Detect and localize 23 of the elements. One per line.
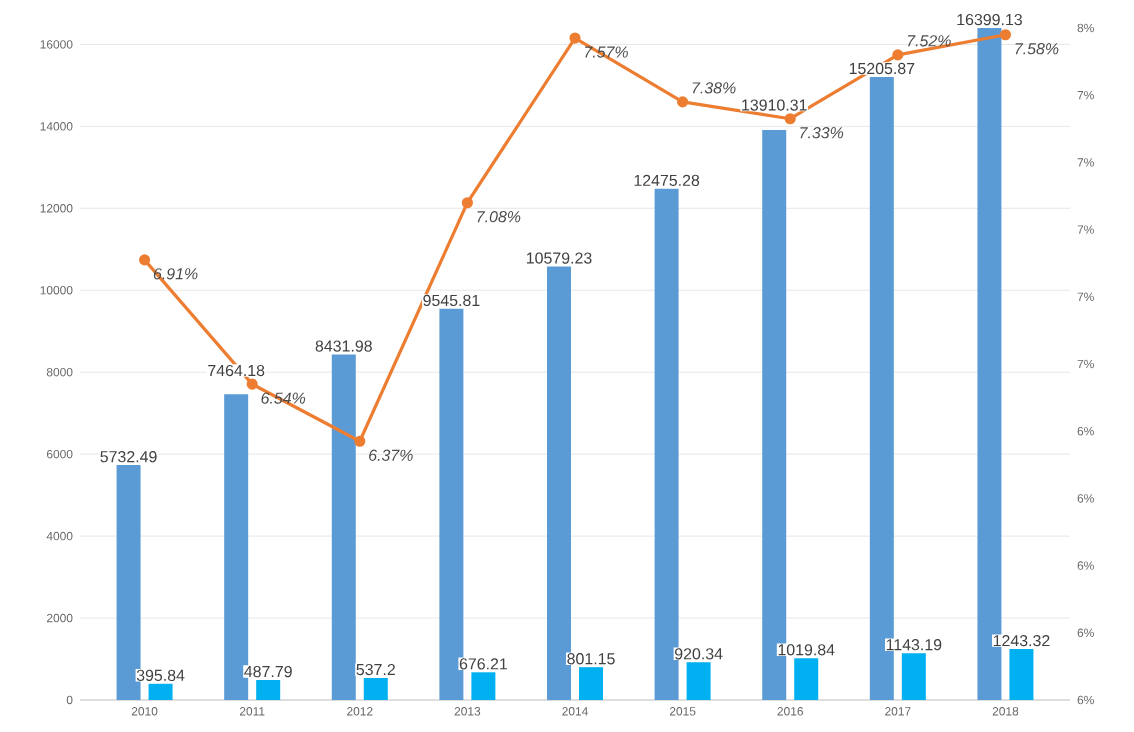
point: [784, 113, 796, 125]
bar: [1009, 649, 1034, 700]
point: [892, 49, 904, 61]
bar: [363, 677, 388, 700]
bar: [439, 308, 464, 700]
point: [354, 435, 366, 447]
bar: [148, 683, 173, 700]
bar: [579, 667, 603, 700]
bar: [331, 354, 356, 700]
point: [246, 378, 258, 390]
point: [461, 197, 473, 209]
bar: [256, 680, 281, 700]
point: [569, 32, 581, 44]
point: [677, 96, 689, 108]
bar: [116, 465, 141, 700]
bar: [471, 672, 496, 700]
point: [138, 254, 151, 266]
bar: [794, 658, 819, 700]
bar: [654, 188, 679, 700]
bar: [547, 266, 571, 700]
point: [999, 29, 1012, 41]
bar: [686, 662, 711, 700]
bar: [901, 653, 926, 700]
